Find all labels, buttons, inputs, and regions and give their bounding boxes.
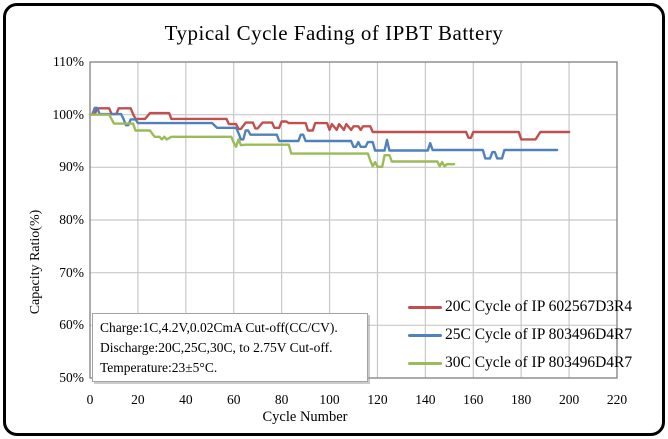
y-tick-label: 50% xyxy=(59,370,84,385)
legend-item-30c: 30C Cycle of IP 803496D4R7 xyxy=(408,349,666,377)
figure-frame xyxy=(3,3,665,436)
legend-label-30c: 30C Cycle of IP 803496D4R7 xyxy=(445,354,633,371)
series-line-0 xyxy=(88,107,571,141)
legend-line-swatch-20c xyxy=(408,305,442,309)
legend-label-20c: 20C Cycle of IP 602567D3R4 xyxy=(445,298,633,315)
chart-legend: 20C Cycle of IP 602567D3R4 25C Cycle of … xyxy=(408,293,666,377)
x-tick-label: 160 xyxy=(463,392,484,407)
x-tick-label: 220 xyxy=(606,392,628,407)
x-tick-label: 80 xyxy=(274,392,289,407)
legend-line-swatch-25c xyxy=(408,333,442,337)
x-tick-label: 100 xyxy=(319,392,340,407)
x-tick-label: 60 xyxy=(226,392,241,407)
legend-item-25c: 25C Cycle of IP 803496D4R7 xyxy=(408,321,666,349)
x-tick-label: 20 xyxy=(131,392,145,407)
test-conditions-note: Charge:1C,4.2V,0.02CmA Cut-off(CC/CV). D… xyxy=(92,313,368,382)
y-tick-label: 100% xyxy=(52,106,85,122)
y-axis-title: Capacity Ratio(%) xyxy=(28,209,43,315)
y-tick-label: 80% xyxy=(59,212,84,227)
x-tick-label: 40 xyxy=(179,392,193,407)
x-axis-title: Cycle Number xyxy=(262,409,348,425)
x-tick-label: 200 xyxy=(558,392,580,407)
note-line-charge: Charge:1C,4.2V,0.02CmA Cut-off(CC/CV). xyxy=(100,320,338,335)
y-axis-tick-labels: 50% 60% 70% 80% 90% 100% 110% xyxy=(0,0,85,439)
x-tick-label: 0 xyxy=(86,392,94,407)
x-tick-label: 120 xyxy=(367,392,388,407)
legend-label-25c: 25C Cycle of IP 803496D4R7 xyxy=(445,326,633,343)
y-tick-label: 70% xyxy=(59,264,84,280)
y-tick-label: 110% xyxy=(53,54,84,69)
note-line-discharge: Discharge:20C,25C,30C, to 2.75V Cut-off. xyxy=(100,339,333,355)
legend-item-20c: 20C Cycle of IP 602567D3R4 xyxy=(408,293,666,321)
chart-title: Typical Cycle Fading of IPBT Battery xyxy=(164,21,504,45)
y-tick-label: 60% xyxy=(59,317,84,333)
legend-line-swatch-30c xyxy=(408,361,442,365)
y-tick-label: 90% xyxy=(59,159,84,175)
series-line-2 xyxy=(88,113,456,169)
x-tick-label: 140 xyxy=(415,392,436,407)
note-line-temperature: Temperature:23±5°C. xyxy=(100,359,218,375)
x-tick-label: 180 xyxy=(511,392,532,407)
